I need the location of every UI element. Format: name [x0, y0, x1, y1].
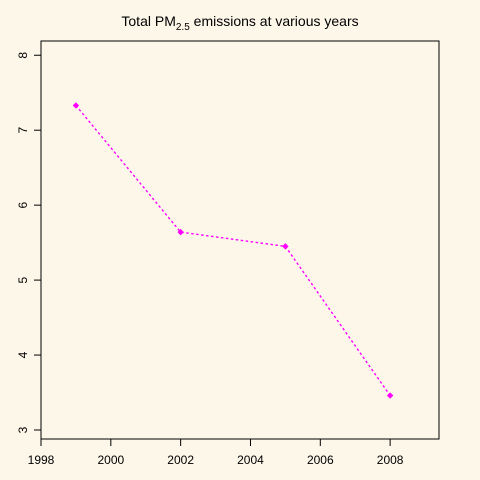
- y-tick-label: 6: [16, 201, 30, 208]
- chart-title-subscript: 2.5: [176, 22, 190, 33]
- chart-title-rest: emissions at various years: [190, 13, 359, 29]
- series-layer: [72, 102, 394, 399]
- x-tick-label: 2008: [377, 453, 404, 467]
- x-tick-label: 2002: [167, 453, 194, 467]
- plot-area-border: [40, 40, 440, 440]
- data-point: [177, 228, 184, 236]
- x-tick-label: 2004: [237, 453, 264, 467]
- x-tick-label: 2006: [307, 453, 334, 467]
- data-point: [72, 102, 80, 109]
- y-tick-label: 8: [16, 52, 30, 59]
- x-tick-label: 1998: [28, 453, 55, 467]
- y-tick-label: 7: [16, 127, 30, 134]
- series-line: [75, 105, 391, 396]
- data-point: [282, 243, 289, 250]
- data-point: [386, 392, 394, 399]
- chart-title-main: Total PM: [121, 13, 175, 29]
- y-tick-label: 3: [16, 426, 30, 433]
- chart-title: Total PM2.5 emissions at various years: [121, 13, 358, 33]
- y-axis: 3 4 5 6 7 8: [16, 52, 42, 433]
- y-tick-label: 5: [16, 276, 30, 283]
- x-tick-label: 2000: [97, 453, 124, 467]
- y-tick-label: 4: [16, 351, 30, 358]
- x-axis: 1998 2000 2002 2004 2006 2008: [28, 438, 404, 467]
